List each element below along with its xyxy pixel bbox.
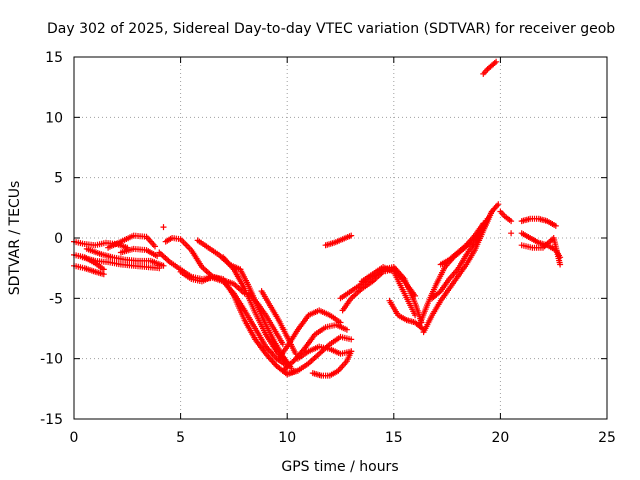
x-tick-label: 25: [598, 430, 616, 446]
x-axis-label: GPS time / hours: [281, 459, 398, 475]
y-tick-label: -15: [40, 412, 63, 428]
data-point: [508, 218, 515, 225]
series-arc-c2: [117, 245, 161, 260]
series-arc-g3: [284, 333, 355, 377]
y-tick-label: -10: [40, 352, 63, 368]
data-point: [508, 230, 515, 237]
data-point: [493, 58, 500, 65]
data-point: [337, 319, 344, 326]
data-point: [279, 341, 286, 348]
series-arc-l4: [437, 220, 487, 268]
chart-title: Day 302 of 2025, Sidereal Day-to-day VTE…: [47, 21, 615, 37]
data-point: [160, 224, 167, 231]
series-arc-e2: [220, 254, 291, 367]
series-arc-f1: [245, 290, 286, 348]
data-point: [557, 261, 564, 268]
data-point: [348, 232, 355, 239]
series-arc-m2: [497, 208, 515, 225]
data-point: [495, 201, 502, 208]
series-arc-g4: [294, 343, 355, 362]
y-tick-label: 10: [45, 110, 63, 126]
data-point: [100, 271, 107, 278]
x-tick-label: 10: [278, 430, 296, 446]
x-tick-label: 15: [385, 430, 403, 446]
data-point: [348, 348, 355, 355]
data-point: [156, 265, 163, 272]
y-tick-label: 15: [45, 50, 63, 66]
y-tick-label: -5: [49, 291, 63, 307]
y-tick-label: 0: [54, 231, 63, 247]
data-point: [343, 326, 350, 333]
series-arc-b1: [83, 245, 167, 269]
series-arc-g1: [275, 307, 344, 362]
series-arc-c1: [105, 232, 158, 251]
series-arc-j2: [337, 264, 425, 326]
data-point: [480, 220, 487, 227]
x-tick-label: 20: [491, 430, 509, 446]
data-point: [154, 253, 161, 260]
series-arc-n3: [518, 235, 564, 268]
y-tick-label: 5: [54, 171, 63, 187]
series-arc-g2: [279, 321, 350, 374]
data-point: [160, 262, 167, 269]
data-point: [348, 336, 355, 343]
x-tick-label: 5: [176, 430, 185, 446]
x-tick-label: 0: [70, 430, 79, 446]
series-arc-d3: [177, 268, 301, 378]
series-arc-m1: [480, 58, 500, 77]
plot-frame: [73, 56, 608, 420]
series-arc-l3: [429, 201, 502, 302]
data-points: [71, 58, 564, 379]
series-arc-j3: [358, 264, 419, 319]
series-arc-i1: [322, 232, 355, 249]
grid: [74, 57, 607, 419]
data-point: [412, 312, 419, 319]
series-arc-n1: [518, 215, 559, 229]
y-axis-label: SDTVAR / TECUs: [7, 181, 23, 296]
series-outliers: [160, 224, 515, 237]
data-point: [552, 222, 559, 229]
series-arc-h1: [309, 348, 355, 379]
data-point: [152, 243, 158, 250]
series-arc-b2: [79, 254, 163, 272]
